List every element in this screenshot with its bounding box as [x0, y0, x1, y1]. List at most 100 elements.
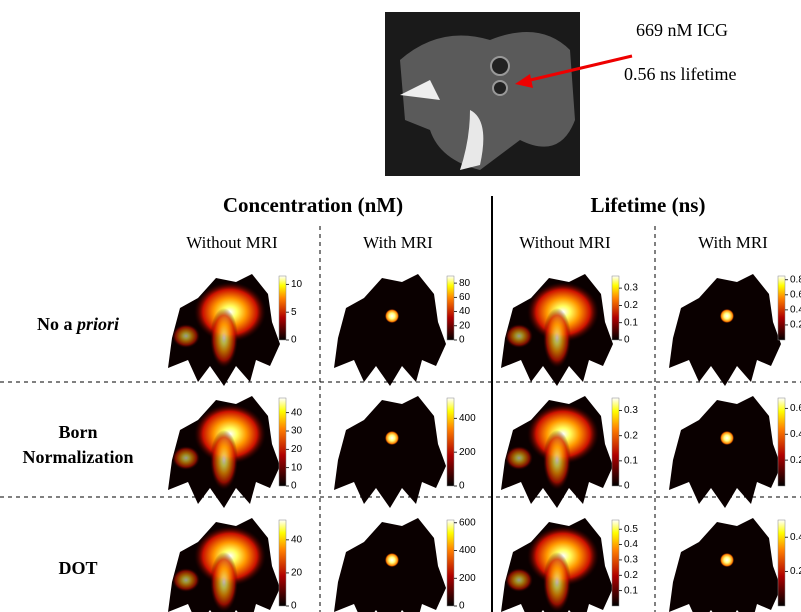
colorbar-tick-label: 200: [459, 447, 476, 458]
annotation: 0.56 ns lifetime: [624, 64, 736, 84]
hotspot-small: [385, 553, 399, 567]
colorbar-tick-label: 20: [291, 568, 303, 579]
hotspot-tail: [543, 552, 571, 612]
colorbar-tick-label: 0.2: [790, 320, 801, 331]
colorbar: [279, 520, 286, 606]
colorbar-tick-label: 200: [459, 573, 476, 584]
column-header: Without MRI: [186, 233, 278, 252]
tissue: [669, 274, 781, 386]
colorbar-tick-label: 0.3: [624, 555, 638, 566]
mri-image: [385, 12, 580, 176]
hotspot-tail: [210, 552, 238, 612]
heatmap: [669, 396, 781, 508]
colorbar: [612, 520, 619, 606]
tissue: [669, 396, 781, 508]
heatmap: [334, 518, 446, 612]
colorbar: [778, 520, 785, 606]
heatmap: [334, 274, 446, 386]
heatmap: [168, 518, 280, 612]
hotspot-tail: [210, 430, 238, 490]
colorbar-tick-label: 80: [459, 278, 471, 289]
row-label: Normalization: [23, 447, 134, 467]
colorbar: [279, 276, 286, 340]
colorbar-tick-label: 0.2: [790, 566, 801, 577]
colorbar-tick-label: 400: [459, 413, 476, 424]
heatmap: [501, 518, 613, 612]
hotspot-side: [505, 568, 533, 592]
colorbar-tick-label: 40: [291, 534, 303, 545]
colorbar-tick-label: 40: [291, 407, 303, 418]
colorbar-tick-label: 20: [291, 444, 303, 455]
hotspot-small: [385, 309, 399, 323]
hotspot: [720, 309, 734, 323]
hotspot-side: [172, 324, 200, 348]
colorbar: [612, 398, 619, 486]
colorbar-tick-label: 10: [291, 462, 303, 473]
colorbar-tick-label: 0: [291, 335, 297, 346]
hotspot-small: [385, 431, 399, 445]
colorbar-tick-label: 0: [459, 601, 465, 612]
colorbar: [447, 398, 454, 486]
hotspot-small: [720, 431, 734, 445]
column-header: Without MRI: [519, 233, 611, 252]
colorbar-tick-label: 20: [459, 320, 471, 331]
colorbar: [778, 398, 785, 486]
heatmap: [334, 396, 446, 508]
colorbar-tick-label: 60: [459, 292, 471, 303]
colorbar-tick-label: 0.4: [790, 532, 801, 543]
hotspot: [720, 553, 734, 567]
hotspot-side: [172, 568, 200, 592]
colorbar-tick-label: 0: [291, 601, 297, 612]
colorbar-tick-label: 0: [459, 481, 465, 492]
colorbar-tick-label: 0.3: [624, 283, 638, 294]
hotspot-tail: [543, 430, 571, 490]
hotspot: [385, 431, 399, 445]
tissue: [334, 396, 446, 508]
heatmap: [669, 274, 781, 386]
colorbar-tick-label: 0.2: [790, 455, 801, 466]
heatmap: [501, 274, 613, 386]
hotspot-side: [505, 446, 533, 470]
column-header: With MRI: [698, 233, 768, 252]
group-header: Concentration (nM): [223, 193, 403, 217]
colorbar-tick-label: 0: [291, 481, 297, 492]
colorbar-tick-label: 0.2: [624, 430, 638, 441]
colorbar-tick-label: 0.4: [624, 539, 638, 550]
row-label: Born: [58, 422, 97, 442]
colorbar-tick-label: 0: [624, 481, 630, 492]
colorbar-tick-label: 0.2: [624, 300, 638, 311]
heatmap: [669, 518, 781, 612]
tissue: [334, 274, 446, 386]
colorbar-tick-label: 40: [459, 306, 471, 317]
heatmap: [168, 274, 280, 386]
colorbar-tick-label: 0: [624, 335, 630, 346]
colorbar-tick-label: 0.2: [624, 570, 638, 581]
colorbar-tick-label: 0.8: [790, 274, 801, 285]
hotspot: [385, 553, 399, 567]
colorbar-tick-label: 5: [291, 307, 297, 318]
colorbar: [612, 276, 619, 340]
colorbar-tick-label: 400: [459, 545, 476, 556]
figure: 669 nM ICG 0.56 ns lifetime Concentratio…: [0, 0, 801, 612]
colorbar-tick-label: 0: [459, 335, 465, 346]
group-header: Lifetime (ns): [591, 193, 706, 217]
heatmap: [501, 396, 613, 508]
hotspot: [720, 431, 734, 445]
column-header: With MRI: [363, 233, 433, 252]
colorbar-tick-label: 0.6: [790, 403, 801, 414]
colorbar: [447, 276, 454, 340]
colorbar-tick-label: 10: [291, 279, 303, 290]
annotation: 669 nM ICG: [636, 20, 728, 40]
colorbar: [447, 520, 454, 606]
hotspot-small: [720, 309, 734, 323]
colorbar-tick-label: 0.6: [790, 289, 801, 300]
colorbar: [778, 276, 785, 340]
colorbar-tick-label: 0.3: [624, 405, 638, 416]
hotspot-small: [720, 553, 734, 567]
colorbar-tick-label: 30: [291, 426, 303, 437]
colorbar-tick-label: 0.1: [624, 317, 638, 328]
hotspot-tail: [543, 308, 571, 368]
hotspot-tail: [210, 308, 238, 368]
row-label: No a priori: [37, 314, 119, 334]
hotspot-side: [172, 446, 200, 470]
